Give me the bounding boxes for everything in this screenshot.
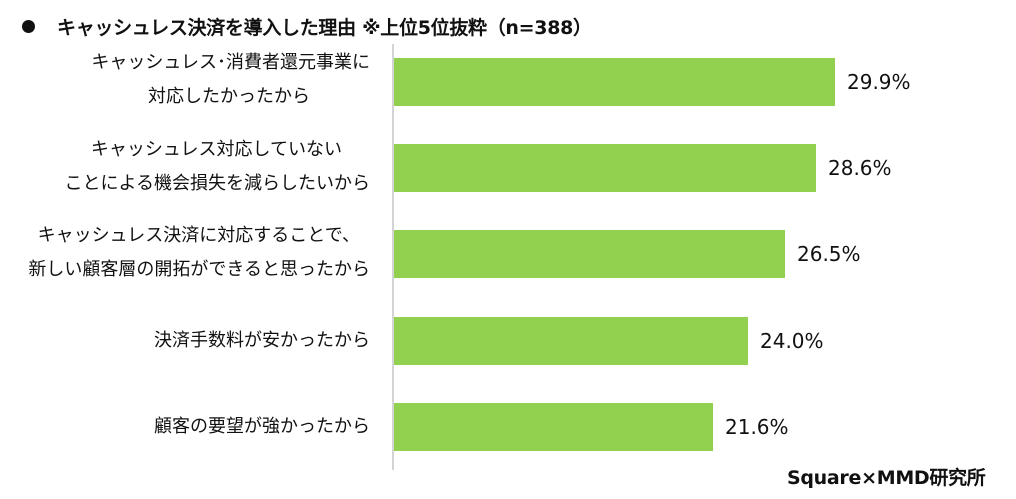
bullet-icon [22, 19, 35, 33]
chart-title: キャッシュレス決済を導入した理由 ※上位5位抜粋（n=388） [18, 12, 592, 40]
bar-1 [394, 58, 835, 106]
category-label-line: ことによる機会損失を減らしたいから [64, 173, 370, 194]
category-label-3: キャッシュレス決済に対応することで、 新しい顧客層の開拓ができると思ったから [0, 219, 370, 287]
value-label-2: 28.6% [828, 156, 892, 180]
category-label-line: キャッシュレス対応していない [90, 139, 342, 160]
value-label-3: 26.5% [797, 242, 861, 266]
category-label-line: 決済手数料が安かったから [154, 330, 370, 351]
category-axis-line [392, 44, 394, 470]
category-label-line: 対応したかったから [148, 86, 310, 107]
bar-2 [394, 144, 816, 192]
category-label-1: キャッシュレス･消費者還元事業に 対応したかったから [0, 46, 370, 114]
value-label-4: 24.0% [760, 329, 824, 353]
category-label-5: 顧客の要望が強かったから [0, 410, 370, 444]
source-credit: Square×MMD研究所 [787, 467, 986, 489]
category-label-2: キャッシュレス対応していない ことによる機会損失を減らしたいから [0, 133, 370, 201]
category-label-line: キャッシュレス･消費者還元事業に [91, 52, 370, 73]
bar-3 [394, 230, 785, 278]
value-label-1: 29.9% [847, 70, 911, 94]
category-label-line: 新しい顧客層の開拓ができると思ったから [28, 259, 370, 280]
bar-5 [394, 403, 713, 451]
category-label-line: 顧客の要望が強かったから [154, 416, 370, 437]
category-label-4: 決済手数料が安かったから [0, 324, 370, 358]
value-label-5: 21.6% [725, 415, 789, 439]
bar-4 [394, 317, 748, 365]
chart-title-text: キャッシュレス決済を導入した理由 ※上位5位抜粋（n=388） [57, 16, 592, 39]
category-label-line: キャッシュレス決済に対応することで、 [37, 225, 360, 246]
